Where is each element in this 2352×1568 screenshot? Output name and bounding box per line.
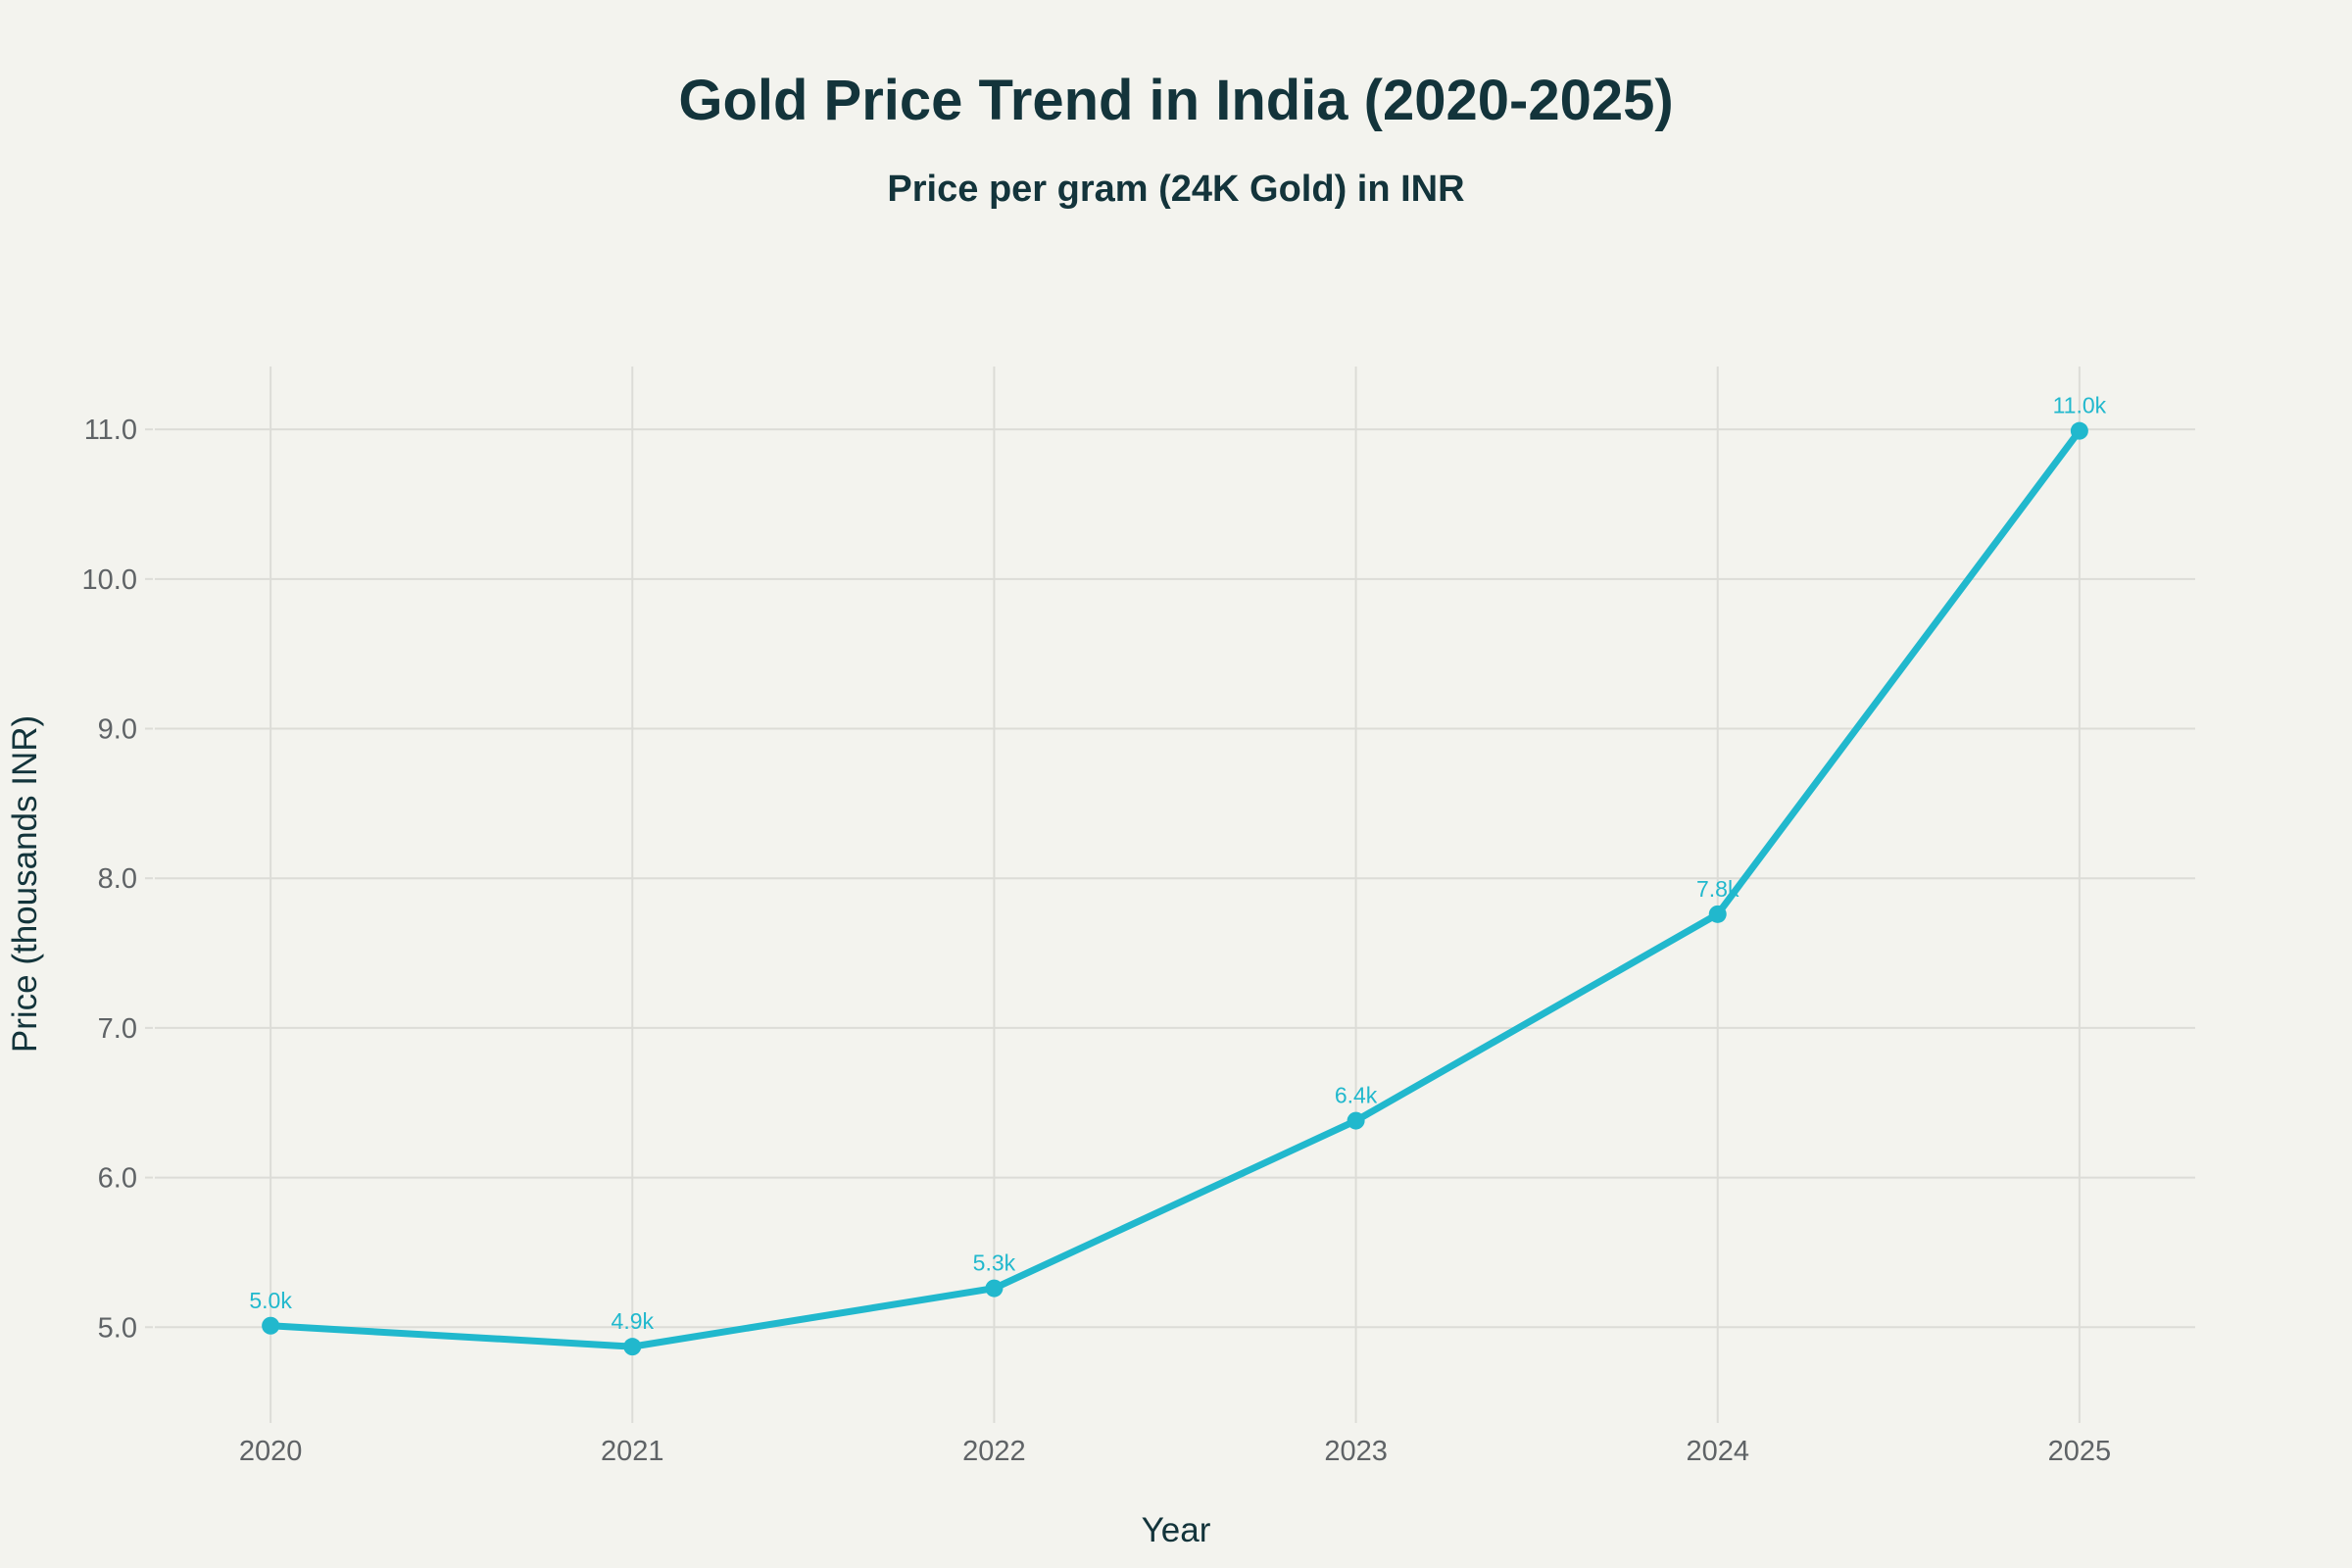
data-label: 6.4k bbox=[1335, 1083, 1378, 1108]
grid-layer bbox=[155, 367, 2195, 1423]
y-tick-label: 8.0 bbox=[98, 863, 137, 895]
series-layer bbox=[262, 421, 2088, 1356]
x-tick-label: 2022 bbox=[962, 1436, 1026, 1467]
data-point[interactable] bbox=[1347, 1111, 1365, 1130]
x-tick-label: 2023 bbox=[1324, 1436, 1388, 1467]
y-tick-label: 7.0 bbox=[98, 1013, 137, 1045]
data-label: 4.9k bbox=[612, 1308, 655, 1334]
y-tick-label: 10.0 bbox=[82, 564, 137, 596]
x-axis: 2020 2021 2022 2023 2024 2025 bbox=[239, 1436, 2111, 1467]
data-point[interactable] bbox=[985, 1279, 1004, 1298]
data-label: 11.0k bbox=[2053, 393, 2107, 418]
x-tick-label: 2024 bbox=[1686, 1436, 1749, 1467]
y-tick-label: 6.0 bbox=[98, 1163, 137, 1195]
chart-title: Gold Price Trend in India (2020-2025) bbox=[678, 69, 1673, 132]
y-axis: 5.0 6.0 7.0 8.0 9.0 10.0 11.0 bbox=[82, 415, 153, 1344]
data-label: 5.0k bbox=[249, 1288, 292, 1313]
data-point[interactable] bbox=[1708, 905, 1727, 923]
chart-subtitle: Price per gram (24K Gold) in INR bbox=[887, 169, 1464, 210]
series-line bbox=[267, 427, 2083, 1350]
x-axis-title: Year bbox=[1142, 1511, 1211, 1549]
x-tick-label: 2021 bbox=[601, 1436, 664, 1467]
y-tick-label: 5.0 bbox=[98, 1312, 137, 1344]
x-tick-label: 2025 bbox=[2048, 1436, 2112, 1467]
y-tick-label: 11.0 bbox=[84, 415, 137, 446]
y-tick-label: 9.0 bbox=[98, 714, 137, 746]
y-axis-title: Price (thousands INR) bbox=[6, 715, 44, 1053]
data-point[interactable] bbox=[623, 1338, 642, 1356]
x-tick-label: 2020 bbox=[239, 1436, 303, 1467]
data-point[interactable] bbox=[262, 1316, 280, 1335]
data-point[interactable] bbox=[2070, 421, 2088, 440]
data-label: 5.3k bbox=[973, 1250, 1016, 1276]
